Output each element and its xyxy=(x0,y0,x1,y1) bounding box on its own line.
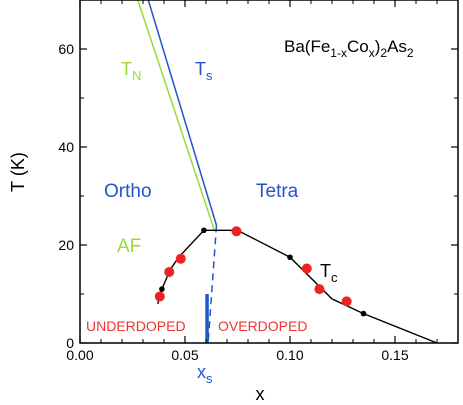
ortho-label: Ortho xyxy=(104,181,152,202)
x-tick-label: 0.05 xyxy=(171,347,198,363)
tc-data-point-red xyxy=(314,284,325,295)
y-tick-label: 60 xyxy=(58,41,74,57)
series-line-tn xyxy=(137,0,216,231)
tc-data-point-red xyxy=(231,226,242,237)
x-tick-label: 0.15 xyxy=(381,347,408,363)
tc-data-point-red xyxy=(164,266,175,277)
tc-data-point-small xyxy=(360,310,367,317)
y-tick-label: 40 xyxy=(58,139,74,155)
xs-label: xs xyxy=(197,362,213,386)
compound-formula-label: Ba(Fe1-xCox)2As2 xyxy=(284,37,414,60)
tc-data-point-small xyxy=(159,286,165,292)
tc-label: Tc xyxy=(320,261,338,285)
underdoped-label: UNDERDOPED xyxy=(86,318,186,334)
tc-data-point-red xyxy=(341,296,352,307)
series-line-ts xyxy=(147,0,218,226)
tc-data-point-red xyxy=(154,291,165,302)
tc-data-point-small xyxy=(201,227,207,234)
y-axis-title: T (K) xyxy=(8,152,28,192)
tc-data-point-red xyxy=(301,263,312,274)
series-line-tc xyxy=(157,229,438,343)
tetra-label: Tetra xyxy=(256,181,299,202)
series-line-ts-dashed xyxy=(207,225,218,343)
x-axis-title: x xyxy=(256,384,265,404)
tc-data-point-small xyxy=(287,254,293,261)
af-label: AF xyxy=(117,236,141,257)
overdoped-label: OVERDOPED xyxy=(218,318,307,334)
ts-label: Ts xyxy=(195,59,213,83)
y-tick-label: 0 xyxy=(66,335,74,351)
tc-data-point-red xyxy=(175,253,186,264)
tn-label: TN xyxy=(121,59,141,83)
x-tick-label: 0.00 xyxy=(66,347,93,363)
y-tick-label: 20 xyxy=(58,237,74,253)
x-tick-label: 0.10 xyxy=(276,347,303,363)
